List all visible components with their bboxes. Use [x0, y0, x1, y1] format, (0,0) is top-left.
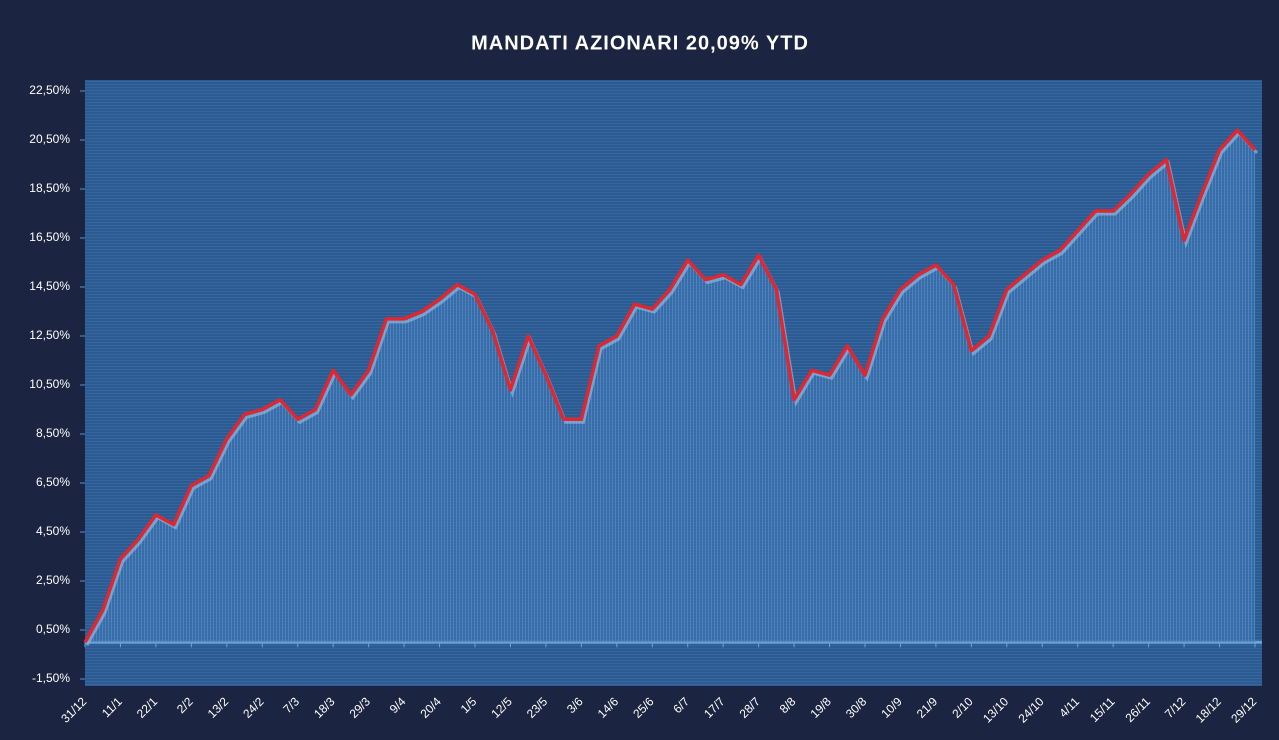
y-tick-label: 0,50% — [36, 622, 70, 636]
y-tick-label: 8,50% — [36, 426, 70, 440]
y-tick-label: 4,50% — [36, 524, 70, 538]
area — [85, 130, 1255, 643]
y-tick-label: 6,50% — [36, 475, 70, 489]
y-tick-label: 10,50% — [29, 377, 70, 391]
chart-title: MANDATI AZIONARI 20,09% YTD — [471, 32, 809, 54]
y-tick-label: 14,50% — [29, 279, 70, 293]
line — [83, 128, 1257, 644]
y-tick-label: 16,50% — [29, 230, 70, 244]
y-tick-label: 18,50% — [29, 181, 70, 195]
y-tick-label: 2,50% — [36, 573, 70, 587]
y-tick-label: -1,50% — [32, 671, 70, 685]
y-tick-label: 12,50% — [29, 328, 70, 342]
y-tick-label: 20,50% — [29, 132, 70, 146]
y-tick-label: 22,50% — [29, 83, 70, 97]
